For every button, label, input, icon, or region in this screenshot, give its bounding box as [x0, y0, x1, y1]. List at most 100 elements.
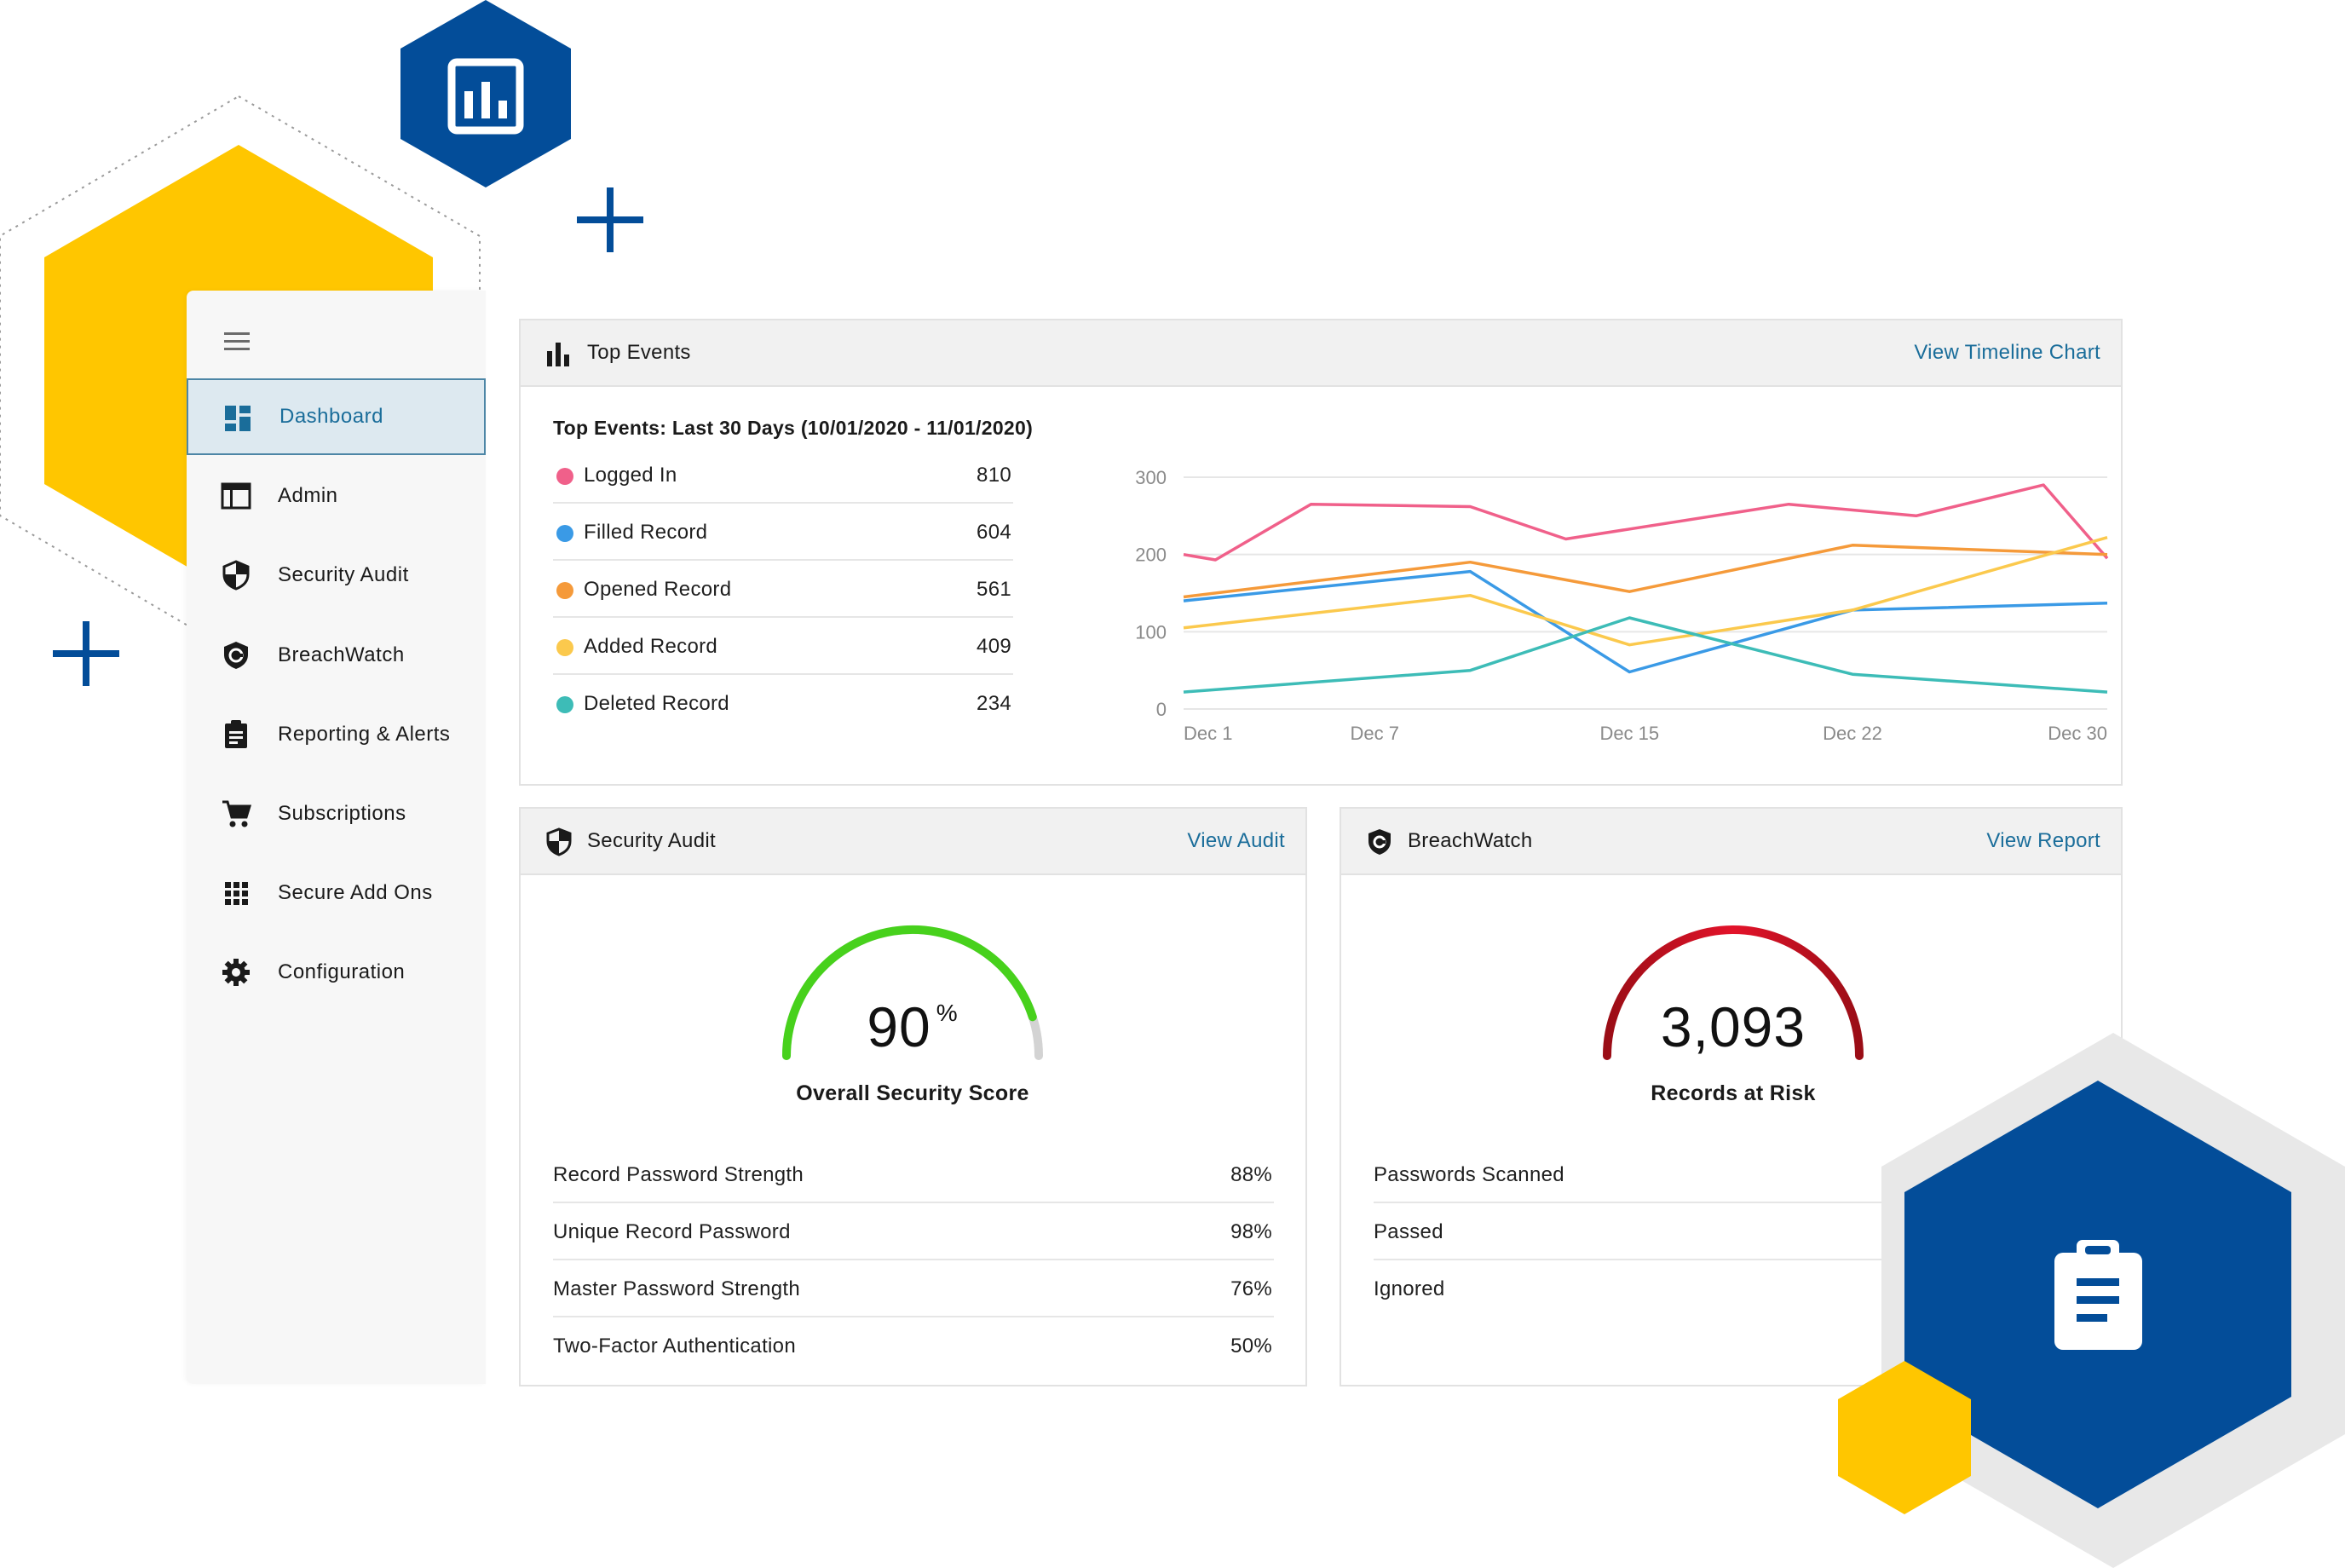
y-tick-label: 300	[1135, 467, 1167, 488]
breachwatch-shield-icon	[1368, 829, 1391, 855]
sidebar-item-label: Reporting & Alerts	[278, 723, 451, 746]
series-line-opened-record	[1183, 544, 2108, 599]
plus-icon	[577, 187, 643, 252]
security-score-gauge	[782, 925, 1043, 1060]
sidebar-item-security-audit[interactable]: Security Audit	[187, 537, 486, 614]
plus-icon	[53, 621, 119, 686]
records-at-risk-value: 3,093	[1660, 995, 1806, 1058]
security-score-label: Overall Security Score	[796, 1081, 1029, 1105]
view-timeline-chart-link[interactable]: View Timeline Chart	[1914, 341, 2100, 364]
event-name: Added Record	[584, 635, 718, 658]
table-row: Record Password Strength 88%	[553, 1146, 1274, 1203]
bar-chart-icon	[447, 58, 524, 135]
clipboard-icon	[225, 720, 247, 748]
list-item: Added Record 409	[553, 618, 1013, 675]
shield-icon	[546, 827, 572, 856]
grid-icon	[225, 882, 248, 905]
panel-header: BreachWatch View Report	[1341, 809, 2121, 875]
legend-dot	[556, 696, 573, 713]
sidebar-item-label: Security Audit	[278, 563, 409, 586]
hamburger-menu-button[interactable]	[224, 329, 258, 355]
event-count: 810	[977, 464, 1011, 487]
metric-value: 88%	[1230, 1163, 1272, 1186]
series-line-deleted-record	[1183, 616, 2108, 694]
events-subtitle: Top Events: Last 30 Days (10/01/2020 - 1…	[553, 417, 1034, 439]
sidebar-item-label: BreachWatch	[278, 643, 405, 666]
security-audit-panel: Security Audit View Audit 90% Overall Se…	[519, 807, 1307, 1386]
sidebar-item-label: Admin	[278, 484, 338, 507]
event-count: 604	[977, 521, 1011, 544]
event-count: 561	[977, 578, 1011, 601]
list-item: Opened Record 561	[553, 561, 1013, 618]
gear-icon	[222, 959, 250, 986]
panel-title: BreachWatch	[1408, 829, 1533, 852]
list-item: Deleted Record 234	[553, 675, 1013, 732]
list-item: Filled Record 604	[553, 504, 1013, 561]
sidebar-item-secure-add-ons[interactable]: Secure Add Ons	[187, 855, 486, 931]
table-row: Passwords Scanned	[1374, 1146, 2089, 1203]
panel-header: Top Events View Timeline Chart	[521, 320, 2121, 387]
admin-window-icon	[221, 482, 251, 510]
legend-dot	[556, 639, 573, 656]
legend-dot	[556, 582, 573, 599]
metric-name: Ignored	[1374, 1277, 1445, 1300]
metric-name: Unique Record Password	[553, 1220, 791, 1243]
x-tick-label: Dec 22	[1823, 723, 1882, 744]
metric-name: Record Password Strength	[553, 1163, 804, 1186]
breachwatch-panel: BreachWatch View Report 3,093 Records at…	[1340, 807, 2123, 1386]
cart-icon	[222, 800, 251, 827]
shield-icon	[222, 560, 250, 591]
metric-name: Passed	[1374, 1220, 1443, 1243]
sidebar-item-reporting-alerts[interactable]: Reporting & Alerts	[187, 696, 486, 773]
series-line-filled-record	[1183, 569, 2108, 674]
x-tick-label: Dec 1	[1184, 723, 1232, 744]
bar-chart-icon	[547, 343, 569, 366]
table-row: Ignored	[1374, 1260, 2089, 1317]
list-item: Logged In 810	[553, 447, 1013, 504]
legend-dot	[556, 468, 573, 485]
metric-name: Passwords Scanned	[1374, 1163, 1564, 1186]
event-name: Deleted Record	[584, 692, 729, 715]
sidebar-item-label: Secure Add Ons	[278, 881, 433, 904]
metric-name: Master Password Strength	[553, 1277, 800, 1300]
panel-title: Security Audit	[587, 829, 716, 852]
sidebar-item-label: Dashboard	[279, 405, 383, 428]
view-report-link[interactable]: View Report	[1986, 829, 2100, 852]
sidebar-item-admin[interactable]: Admin	[187, 458, 486, 534]
metric-value: 50%	[1230, 1335, 1272, 1358]
sidebar-item-dashboard[interactable]: Dashboard	[187, 378, 486, 455]
series-line-logged-in	[1183, 483, 2109, 562]
event-name: Filled Record	[584, 521, 708, 544]
sidebar: Dashboard Admin Security Audit BreachWat…	[187, 291, 486, 1384]
metric-name: Two-Factor Authentication	[553, 1335, 796, 1358]
x-tick-label: Dec 7	[1351, 723, 1399, 744]
metric-value: 76%	[1230, 1277, 1272, 1300]
event-count: 234	[977, 692, 1011, 715]
table-row: Passed	[1374, 1203, 2089, 1260]
records-at-risk-label: Records at Risk	[1651, 1081, 1816, 1105]
legend-dot	[556, 525, 573, 542]
breachwatch-shield-icon	[224, 642, 248, 669]
panel-title: Top Events	[587, 341, 691, 364]
top-events-panel: Top Events View Timeline Chart Top Event…	[519, 319, 2123, 786]
panel-header: Security Audit View Audit	[521, 809, 1305, 875]
event-count: 409	[977, 635, 1011, 658]
sidebar-item-label: Subscriptions	[278, 802, 406, 825]
x-tick-label: Dec 15	[1599, 723, 1659, 744]
view-audit-link[interactable]: View Audit	[1187, 829, 1285, 852]
y-tick-label: 200	[1135, 545, 1167, 566]
sidebar-item-configuration[interactable]: Configuration	[187, 934, 486, 1011]
records-at-risk-gauge	[1603, 925, 1864, 1060]
dashboard-icon	[225, 406, 251, 431]
sidebar-item-breachwatch[interactable]: BreachWatch	[187, 617, 486, 694]
sidebar-item-label: Configuration	[278, 960, 406, 983]
event-name: Opened Record	[584, 578, 732, 601]
x-tick-label: Dec 30	[2048, 723, 2107, 744]
y-tick-label: 100	[1135, 621, 1167, 643]
top-events-line-chart: 0 100 200 300 Dec 1 Dec 7 Dec 15 Dec 22 Dec 30	[1135, 467, 2109, 744]
metric-value: 98%	[1230, 1220, 1272, 1243]
table-row: Master Password Strength 76%	[553, 1260, 1274, 1317]
sidebar-item-subscriptions[interactable]: Subscriptions	[187, 775, 486, 852]
y-tick-label: 0	[1156, 699, 1167, 720]
table-row: Two-Factor Authentication 50%	[553, 1317, 1274, 1375]
